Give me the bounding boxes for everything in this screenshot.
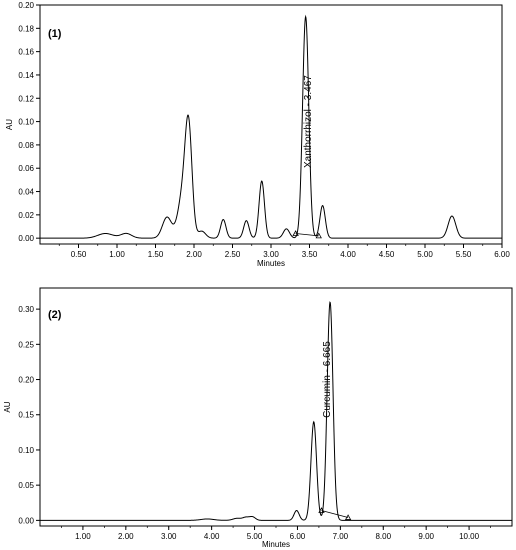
- x-tick-label: 1.00: [109, 250, 125, 259]
- y-tick-label: 0.20: [18, 376, 34, 385]
- x-tick-label: 0.50: [71, 250, 87, 259]
- y-tick-label: 0.14: [18, 71, 34, 80]
- x-tick-label: 3.00: [161, 532, 177, 541]
- x-tick-label: 10.00: [459, 532, 480, 541]
- x-axis-label: Minutes: [257, 259, 285, 268]
- x-tick-label: 1.00: [75, 532, 91, 541]
- integration-baseline: [295, 233, 319, 237]
- y-tick-label: 0.00: [18, 234, 34, 243]
- y-tick-label: 0.12: [18, 94, 34, 103]
- x-tick-label: 5.50: [456, 250, 472, 259]
- x-tick-label: 7.00: [333, 532, 349, 541]
- chromatogram-trace: [40, 301, 512, 521]
- plot-frame: [39, 287, 513, 527]
- x-tick-label: 4.50: [379, 250, 395, 259]
- y-tick-label: 0.16: [18, 48, 34, 57]
- x-tick-label: 5.00: [247, 532, 263, 541]
- x-tick-label: 1.50: [148, 250, 164, 259]
- panel-label: (1): [48, 28, 62, 40]
- integration-marker-1: [292, 230, 299, 236]
- x-tick-label: 2.50: [225, 250, 241, 259]
- x-tick-label: 4.00: [204, 532, 220, 541]
- integration-marker-2: [315, 232, 322, 239]
- x-tick-label: 8.00: [375, 532, 391, 541]
- y-tick-label: 0.05: [18, 481, 34, 490]
- y-tick-label: 0.15: [18, 411, 34, 420]
- chromatogram-trace: [40, 14, 502, 239]
- y-tick-label: 0.30: [18, 305, 34, 314]
- x-tick-label: 6.00: [290, 532, 306, 541]
- x-tick-label: 3.50: [302, 250, 318, 259]
- x-tick-label: 2.00: [118, 532, 134, 541]
- x-tick-label: 9.00: [418, 532, 434, 541]
- y-axis-label: AU: [5, 119, 14, 130]
- y-tick-label: 0.04: [18, 188, 34, 197]
- y-axis-label: AU: [3, 401, 12, 412]
- y-tick-label: 0.00: [18, 516, 34, 525]
- plot-frame: [39, 4, 503, 245]
- x-tick-label: 2.00: [186, 250, 202, 259]
- x-tick-label: 3.00: [263, 250, 279, 259]
- peak-annotation: Xanthorrhizol - 3.467: [303, 75, 314, 168]
- x-tick-label: 4.00: [340, 250, 356, 259]
- x-tick-label: 5.00: [417, 250, 433, 259]
- y-tick-label: 0.06: [18, 164, 34, 173]
- y-tick-label: 0.18: [18, 24, 34, 33]
- x-tick-label: 6.00: [494, 250, 510, 259]
- chart-panel-1: 0.50 1.00 1.50 2.00 2.50 3.00 3.50 4.00 4.50 5.00…: [5, 1, 510, 268]
- y-tick-label: 0.10: [18, 446, 34, 455]
- integration-baseline: [321, 510, 349, 518]
- y-tick-label: 0.20: [18, 1, 34, 10]
- chart-panel-2: 1.00 2.00 3.00 4.00 5.00 6.00 7.00 8.00 9.00 10.0…: [3, 287, 513, 549]
- x-axis-label: Minutes: [262, 540, 290, 549]
- y-tick-label: 0.10: [18, 118, 34, 127]
- peak-annotation: Curcumin - 6.665: [322, 341, 333, 418]
- y-tick-label: 0.02: [18, 211, 34, 220]
- y-tick-label: 0.08: [18, 141, 34, 150]
- panel-label: (2): [48, 309, 62, 321]
- integration-marker-1: [318, 507, 325, 513]
- y-tick-label: 0.25: [18, 340, 34, 349]
- integration-marker-2: [344, 514, 352, 520]
